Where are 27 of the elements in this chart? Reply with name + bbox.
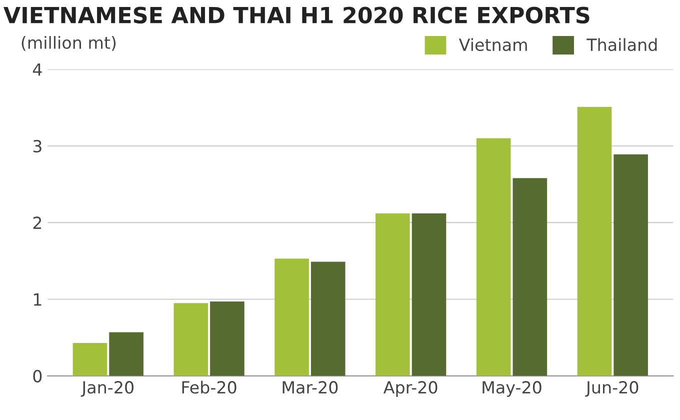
bar <box>512 178 548 376</box>
bar <box>476 138 511 376</box>
bar <box>376 213 410 376</box>
bar <box>72 342 108 376</box>
x-tick-label: Mar-20 <box>282 381 338 394</box>
x-tick-label: May-20 <box>482 381 542 397</box>
bar <box>174 303 208 376</box>
y-tick-label: 2 <box>33 216 42 229</box>
y-tick-label: 3 <box>33 140 42 153</box>
y-axis-title: (million mt) <box>22 36 116 51</box>
bar <box>274 258 309 376</box>
bar <box>109 332 144 376</box>
x-tick-label: Apr-20 <box>383 381 438 397</box>
y-tick-label: 0 <box>33 370 42 382</box>
bar <box>310 262 346 376</box>
chart-title: VIETNAMESE AND THAI H1 2020 RICE EXPORTS <box>4 6 590 24</box>
bar <box>412 213 446 376</box>
legend-label: Thailand <box>586 38 657 52</box>
bar <box>210 302 244 376</box>
y-tick-label: 1 <box>34 293 42 306</box>
x-tick-label: Jan-20 <box>80 381 134 397</box>
x-tick-label: Jun-20 <box>585 381 638 397</box>
y-tick-label: 4 <box>32 63 42 76</box>
bar <box>614 154 648 376</box>
bar <box>577 106 612 376</box>
legend-label: Vietnam <box>458 38 527 52</box>
x-tick-label: Feb-20 <box>182 380 236 394</box>
